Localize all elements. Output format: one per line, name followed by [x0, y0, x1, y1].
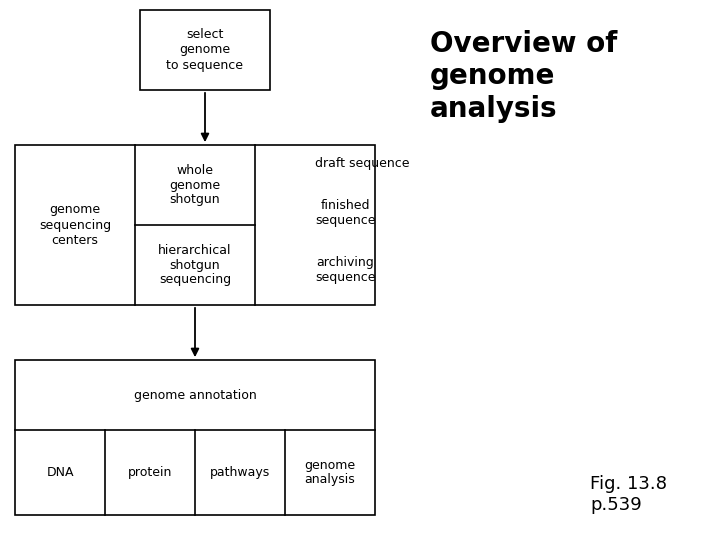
Text: protein: protein [128, 466, 172, 479]
Text: genome
sequencing
centers: genome sequencing centers [39, 204, 111, 246]
Bar [15, 145, 375, 305]
Text: hierarchical
shotgun
sequencing: hierarchical shotgun sequencing [158, 244, 232, 287]
Text: genome
analysis: genome analysis [305, 458, 356, 487]
Bar [140, 10, 270, 90]
Text: Fig. 13.8
p.539: Fig. 13.8 p.539 [590, 475, 667, 514]
Text: genome annotation: genome annotation [134, 388, 256, 402]
Text: archiving
sequence: archiving sequence [315, 256, 376, 284]
Text: finished
sequence: finished sequence [315, 199, 376, 227]
Text: whole
genome
shotgun: whole genome shotgun [169, 164, 220, 206]
Text: draft sequence: draft sequence [315, 157, 410, 170]
Text: DNA: DNA [46, 466, 73, 479]
Text: pathways: pathways [210, 466, 270, 479]
Text: Overview of
genome
analysis: Overview of genome analysis [430, 30, 617, 123]
Bar [15, 360, 375, 515]
Text: select
genome
to sequence: select genome to sequence [166, 29, 243, 71]
